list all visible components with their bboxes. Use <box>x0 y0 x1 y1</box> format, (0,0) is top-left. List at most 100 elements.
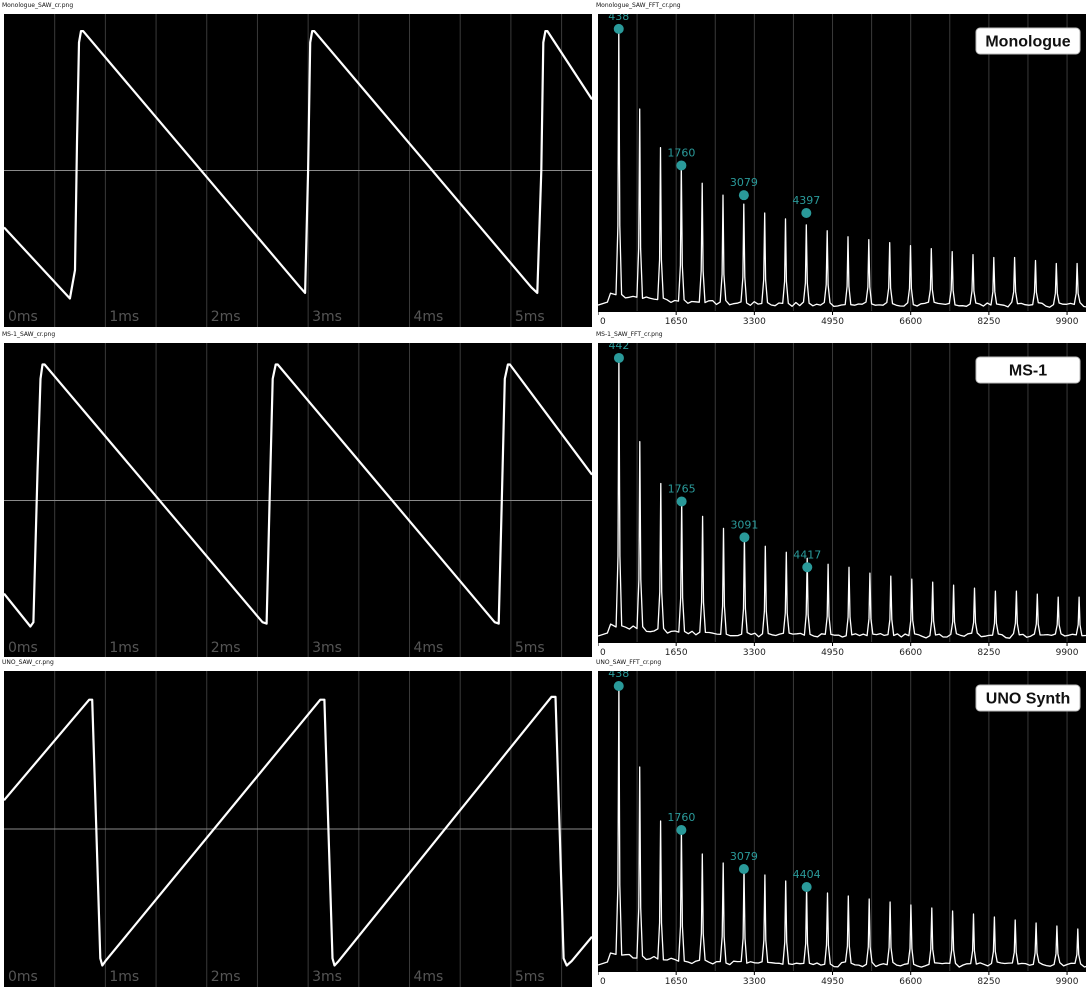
frequency-tick-label: 8250 <box>977 977 1000 987</box>
frequency-tick-label: 8250 <box>977 648 1000 658</box>
fft-chart: 0 1650 3300 4950 6600 8250 9900 438 1760 3079 4404… <box>598 671 1086 987</box>
wave-panel-ms1: MS-1_SAW_cr.png 0ms 1ms 2ms 3ms 4ms 5ms <box>0 329 596 662</box>
fft-panel-uno: UNO_SAW_FFT_cr.png 0 1650 3300 4950 6600 8250… <box>594 657 1090 991</box>
frequency-tick-label: 9900 <box>1056 977 1079 987</box>
peak-label: 1765 <box>668 482 696 495</box>
fft-plot: 0 1650 3300 4950 6600 8250 9900 438 1760 3079 4404… <box>598 671 1086 987</box>
fft-panel-ms1: MS-1_SAW_FFT_cr.png 0 1650 3300 4950 6600 825… <box>594 329 1090 662</box>
peak-marker <box>613 23 624 34</box>
waveform-chart: 0ms 1ms 2ms 3ms 4ms 5ms <box>4 14 592 327</box>
peak-label: 3079 <box>730 850 758 863</box>
peak-label: 1760 <box>667 811 695 824</box>
wave-panel-title: Monologue_SAW_cr.png <box>2 2 74 9</box>
fft-panel-title: UNO_SAW_FFT_cr.png <box>596 659 662 666</box>
peak-marker <box>802 562 813 573</box>
fft-panel-title: Monologue_SAW_FFT_cr.png <box>596 2 681 9</box>
time-tick-label: 1ms <box>109 309 139 325</box>
waveform-plot: 0ms 1ms 2ms 3ms 4ms 5ms <box>4 671 592 987</box>
frequency-tick-label: 9900 <box>1056 317 1079 327</box>
synth-name-label: Monologue <box>985 34 1070 51</box>
fft-panel-monologue: Monologue_SAW_FFT_cr.png 0 1650 3300 4950 66… <box>594 0 1090 331</box>
frequency-tick-label: 6600 <box>899 317 922 327</box>
peak-marker <box>801 207 812 218</box>
frequency-tick-label: 6600 <box>899 648 922 658</box>
frequency-tick-label: 8250 <box>977 317 1000 327</box>
frequency-tick-label: 3300 <box>743 317 766 327</box>
time-tick-label: 5ms <box>515 640 545 656</box>
frequency-axis <box>598 971 1086 987</box>
frequency-tick-label: 4950 <box>821 648 844 658</box>
peak-marker <box>676 825 687 835</box>
time-tick-label: 1ms <box>109 969 139 985</box>
time-tick-label: 4ms <box>414 640 444 656</box>
frequency-tick-label: 4950 <box>821 977 844 987</box>
time-tick-label: 2ms <box>211 309 241 325</box>
frequency-tick-label: 1650 <box>665 977 688 987</box>
fft-plot: 0 1650 3300 4950 6600 8250 9900 442 1765 3091 4417… <box>598 343 1086 658</box>
peak-marker <box>738 864 749 874</box>
synth-name-label: MS-1 <box>1009 363 1047 380</box>
peak-label: 1760 <box>667 146 695 159</box>
peak-marker <box>676 496 687 507</box>
wave-panel-uno: UNO_SAW_cr.png 0ms 1ms 2ms 3ms 4ms 5ms <box>0 657 596 991</box>
synth-name-badge <box>975 27 1081 55</box>
peak-label: 3079 <box>730 176 758 189</box>
waveform-trace <box>4 30 592 300</box>
frequency-tick-label: 0 <box>600 977 606 987</box>
waveform-chart: 0ms 1ms 2ms 3ms 4ms 5ms <box>4 671 592 987</box>
time-tick-label: 5ms <box>515 969 545 985</box>
fft-chart: 0 1650 3300 4950 6600 8250 9900 438 1760 3079 4397… <box>598 14 1086 327</box>
frequency-tick-label: 6600 <box>899 977 922 987</box>
time-tick-label: 2ms <box>211 969 241 985</box>
time-tick-label: 5ms <box>515 309 545 325</box>
wave-panel-title: MS-1_SAW_cr.png <box>2 331 56 338</box>
time-tick-label: 2ms <box>211 640 241 656</box>
time-tick-label: 0ms <box>8 640 38 656</box>
frequency-tick-label: 9900 <box>1056 648 1079 658</box>
time-tick-label: 3ms <box>312 969 342 985</box>
frequency-tick-label: 1650 <box>665 317 688 327</box>
peak-label: 3091 <box>730 518 758 531</box>
wave-panel-monologue: Monologue_SAW_cr.png 0ms 1ms 2ms 3ms 4ms 5ms <box>0 0 596 331</box>
peak-marker <box>613 352 624 363</box>
waveform-plot: 0ms 1ms 2ms 3ms 4ms 5ms <box>4 14 592 327</box>
frequency-tick-label: 3300 <box>743 648 766 658</box>
time-tick-label: 1ms <box>109 640 139 656</box>
peak-label: 4417 <box>793 548 821 561</box>
synth-name-label: UNO Synth <box>986 691 1070 708</box>
time-tick-label: 0ms <box>8 969 38 985</box>
fft-panel-title: MS-1_SAW_FFT_cr.png <box>596 331 663 338</box>
time-tick-label: 3ms <box>312 640 342 656</box>
waveform-chart: 0ms 1ms 2ms 3ms 4ms 5ms <box>4 343 592 658</box>
peak-label: 438 <box>608 14 629 23</box>
synth-name-badge <box>975 684 1081 712</box>
peak-label: 4404 <box>793 868 821 881</box>
time-tick-label: 4ms <box>414 309 444 325</box>
waveform-trace <box>4 695 592 967</box>
frequency-tick-label: 0 <box>600 317 606 327</box>
spectrum-trace <box>598 685 1086 968</box>
peak-marker <box>738 190 749 201</box>
peak-marker <box>739 532 750 543</box>
spectrum-trace <box>598 28 1086 308</box>
waveform-plot: 0ms 1ms 2ms 3ms 4ms 5ms <box>4 343 592 658</box>
time-tick-label: 4ms <box>414 969 444 985</box>
peak-label: 438 <box>608 671 629 680</box>
peak-label: 4397 <box>792 194 820 207</box>
peak-marker <box>676 160 687 171</box>
fft-plot: 0 1650 3300 4950 6600 8250 9900 438 1760 3079 4397… <box>598 14 1086 327</box>
time-tick-label: 3ms <box>312 309 342 325</box>
frequency-tick-label: 4950 <box>821 317 844 327</box>
fft-chart: 0 1650 3300 4950 6600 8250 9900 442 1765 3091 4417… <box>598 343 1086 658</box>
frequency-tick-label: 3300 <box>743 977 766 987</box>
frequency-tick-label: 0 <box>600 648 606 658</box>
time-tick-label: 0ms <box>8 309 38 325</box>
peak-marker <box>801 882 812 892</box>
waveform-trace <box>4 363 592 628</box>
frequency-tick-label: 1650 <box>665 648 688 658</box>
wave-panel-title: UNO_SAW_cr.png <box>2 659 54 666</box>
synth-name-badge <box>975 356 1081 384</box>
peak-marker <box>613 681 624 691</box>
spectrum-trace <box>598 357 1086 639</box>
frequency-axis <box>598 311 1086 327</box>
